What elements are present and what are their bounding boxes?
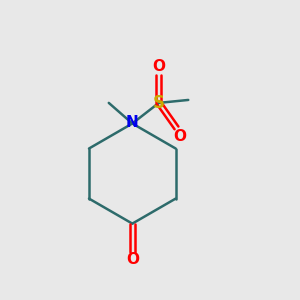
Text: O: O bbox=[173, 129, 186, 144]
Text: N: N bbox=[126, 115, 139, 130]
Text: O: O bbox=[126, 252, 139, 267]
Text: S: S bbox=[153, 94, 165, 112]
Text: O: O bbox=[152, 59, 165, 74]
